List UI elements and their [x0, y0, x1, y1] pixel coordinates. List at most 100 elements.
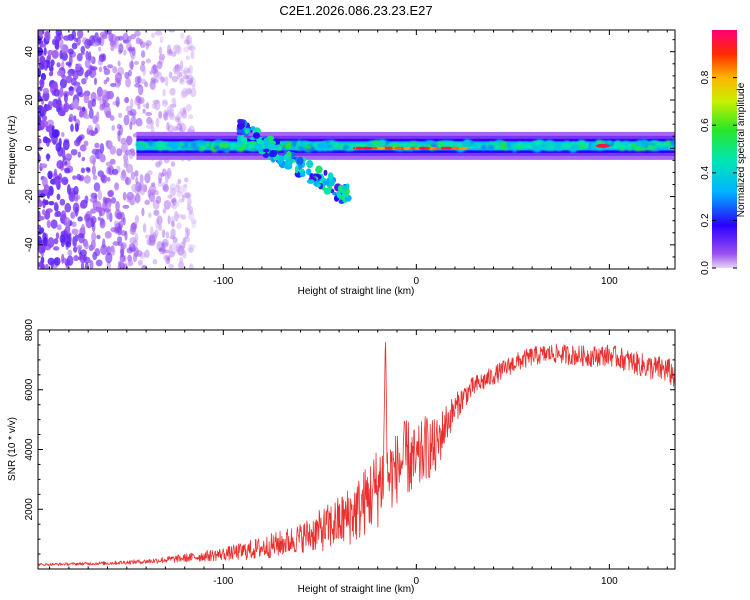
noise-blob — [161, 100, 169, 107]
x-tick-label: -100 — [213, 276, 233, 287]
noise-blob — [179, 107, 187, 116]
noise-blob — [150, 77, 158, 82]
noise-blob — [40, 106, 47, 116]
noise-blob — [162, 168, 167, 177]
noise-blob — [188, 64, 193, 75]
noise-blob — [79, 144, 87, 152]
noise-blob — [90, 208, 95, 214]
noise-blob — [134, 232, 139, 243]
noise-blob — [172, 97, 177, 108]
main-band-blob — [351, 143, 356, 147]
main-band-blob — [155, 141, 164, 148]
noise-blob — [135, 176, 139, 185]
noise-blob — [158, 46, 163, 55]
noise-blob — [178, 71, 183, 78]
noise-blob — [98, 46, 102, 52]
main-band-blob — [197, 145, 205, 152]
noise-blob — [67, 48, 74, 55]
noise-blob — [150, 78, 156, 85]
noise-blob — [46, 119, 54, 127]
main-band-blob — [622, 140, 630, 146]
noise-blob — [188, 244, 196, 250]
noise-blob — [73, 240, 77, 247]
noise-blob — [137, 104, 141, 110]
noise-blob — [144, 249, 150, 258]
noise-blob — [184, 177, 189, 183]
noise-blob — [147, 170, 153, 176]
noise-blob — [187, 244, 194, 254]
main-band-blob — [213, 145, 221, 151]
noise-blob — [129, 200, 134, 206]
doppler-tail-blob — [297, 162, 303, 171]
noise-blob — [48, 201, 55, 206]
noise-blob — [116, 148, 123, 157]
doppler-tail-blob — [336, 190, 341, 199]
main-band-blob — [471, 143, 480, 149]
noise-blob — [149, 184, 157, 194]
noise-blob — [92, 42, 99, 47]
noise-blob — [165, 110, 170, 116]
y-tick-label: 8000 — [24, 318, 35, 341]
noise-blob — [92, 175, 98, 180]
noise-blob — [146, 238, 153, 246]
noise-blob — [181, 87, 189, 97]
noise-blob — [142, 103, 149, 108]
noise-blob — [48, 65, 54, 72]
noise-blob — [91, 165, 96, 176]
noise-blob — [89, 64, 93, 75]
noise-blob — [117, 236, 123, 243]
noise-blob — [70, 148, 78, 156]
noise-blob — [134, 215, 140, 224]
noise-blob — [125, 177, 132, 186]
colorbar: 0.0 0.2 0.4 0.6 0.8 Normalized spectral ampl… — [700, 30, 747, 275]
noise-blob — [104, 30, 112, 35]
noise-blob — [80, 51, 85, 56]
noise-blob — [179, 32, 185, 40]
noise-blob — [94, 127, 98, 135]
noise-blob — [185, 103, 192, 112]
noise-blob — [38, 235, 42, 246]
noise-blob — [96, 95, 101, 101]
noise-blob — [112, 66, 118, 74]
noise-blob — [90, 91, 97, 103]
noise-blob — [71, 221, 77, 228]
noise-blob — [163, 254, 169, 262]
noise-blob — [55, 232, 60, 240]
noise-blob — [186, 41, 193, 51]
colorbar-tick-label: 0.8 — [700, 70, 711, 84]
main-band-blob — [481, 144, 487, 151]
noise-blob — [115, 200, 120, 212]
noise-blob — [53, 246, 60, 251]
noise-blob — [179, 241, 186, 250]
noise-blob — [162, 208, 167, 214]
noise-blob — [144, 199, 151, 205]
noise-blob — [182, 250, 187, 259]
noise-blob — [152, 79, 159, 84]
noise-blob — [188, 77, 194, 84]
noise-blob — [138, 97, 145, 104]
noise-blob — [184, 88, 193, 95]
noise-blob — [113, 220, 119, 228]
noise-blob — [148, 192, 156, 203]
noise-blob — [65, 75, 73, 84]
noise-blob — [106, 77, 110, 82]
noise-blob — [103, 68, 111, 76]
noise-blob — [73, 115, 77, 122]
noise-blob — [53, 168, 58, 177]
noise-blob — [169, 103, 177, 108]
doppler-tail-blob — [345, 183, 350, 190]
x-tick-label: 100 — [601, 276, 618, 287]
noise-blob — [83, 175, 91, 184]
noise-blob — [122, 216, 126, 226]
noise-blob — [134, 170, 139, 177]
doppler-tail-blob — [262, 148, 270, 153]
noise-blob — [54, 39, 59, 50]
noise-blob — [155, 218, 160, 230]
noise-blob — [139, 78, 147, 84]
noise-blob — [140, 50, 146, 58]
main-band-blob — [300, 140, 307, 147]
noise-blob — [169, 227, 177, 238]
doppler-tail-blob — [277, 156, 284, 163]
main-band-blob — [654, 141, 664, 147]
noise-blob — [55, 142, 62, 152]
